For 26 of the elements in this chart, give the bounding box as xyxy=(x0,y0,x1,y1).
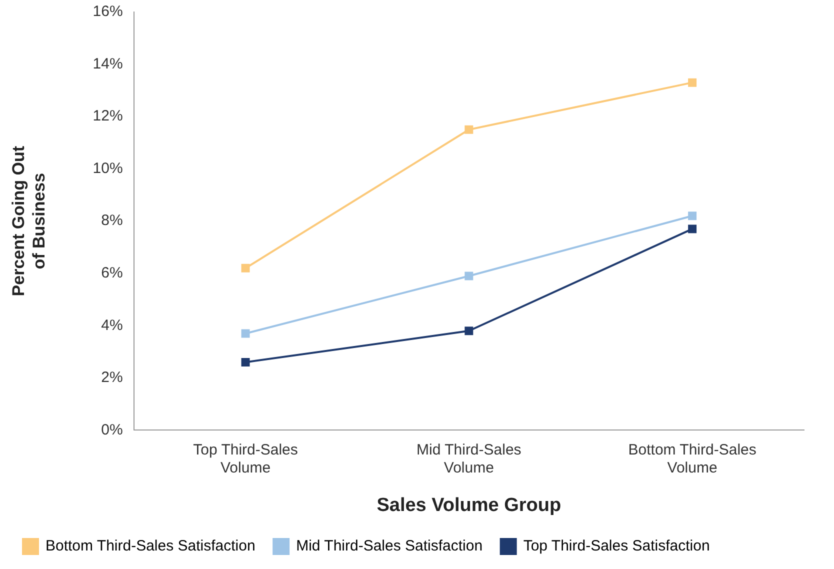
point xyxy=(688,212,697,220)
x-tick-label: Bottom Third-Sales Volume xyxy=(628,441,756,476)
point xyxy=(241,329,250,338)
y-tick-label: 6% xyxy=(101,264,123,282)
y-tick-label: 8% xyxy=(101,212,123,230)
y-tick-label: 0% xyxy=(101,421,123,438)
y-axis-title: Percent Going Out of Business xyxy=(8,146,48,296)
y-tick-label: 14% xyxy=(92,55,123,72)
y-tick-label: 10% xyxy=(92,160,123,177)
y-tick-label: 2% xyxy=(101,369,123,386)
point xyxy=(688,78,697,87)
point xyxy=(688,224,697,234)
x-tick-label: Top Third-Sales Volume xyxy=(193,441,298,476)
point xyxy=(464,326,474,336)
y-tick-label: 16% xyxy=(92,3,123,20)
y-tick-label: 12% xyxy=(92,108,123,125)
legend-label: Bottom Third-Sales Satisfaction xyxy=(46,538,256,555)
point xyxy=(241,358,250,366)
x-axis-title: Sales Volume Group xyxy=(376,494,562,516)
point xyxy=(464,125,474,134)
point xyxy=(464,272,474,280)
point xyxy=(241,264,250,272)
x-tick-label: Mid Third-Sales Volume xyxy=(416,441,522,476)
legend-label: Mid Third-Sales Satisfaction xyxy=(296,538,483,555)
legend-label: Top Third-Sales Satisfaction xyxy=(523,538,710,555)
y-tick-label: 4% xyxy=(101,316,123,334)
